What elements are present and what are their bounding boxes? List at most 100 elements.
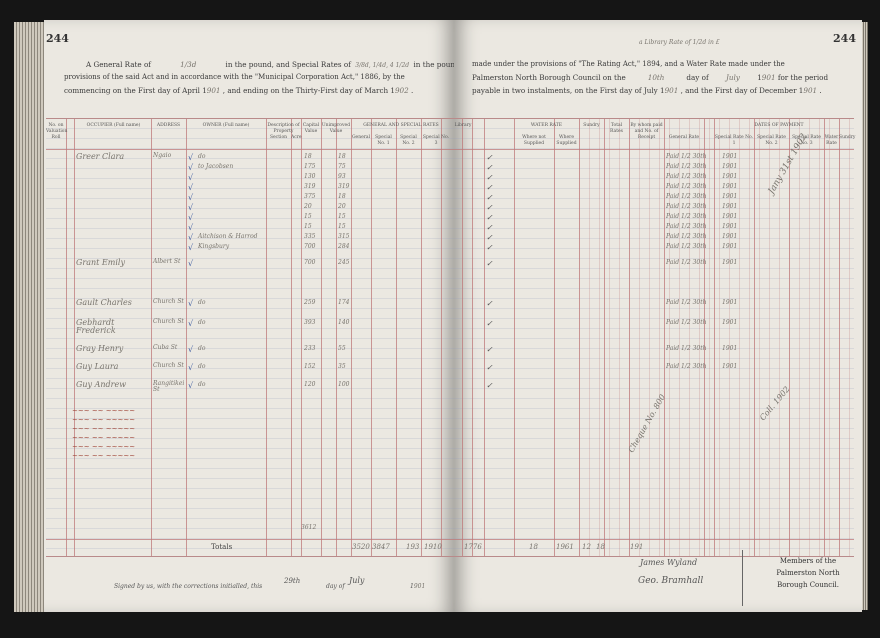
- capital-value: 375: [304, 193, 316, 200]
- check-mark-icon: √: [188, 213, 194, 222]
- payment-date-general: Paid 1/2 30th: [666, 173, 707, 180]
- check-mark-icon: ✓: [486, 363, 493, 372]
- signature-brace: [736, 550, 743, 606]
- header-line-2: provisions of the said Act and in accord…: [64, 73, 405, 81]
- payment-date-general: Paid 1/2 30th: [666, 319, 707, 326]
- column-line: [151, 119, 152, 556]
- column-subheader: General: [351, 135, 371, 140]
- column-subheader: Special Rate No. 3: [792, 135, 821, 146]
- header-text: , and ending on the Thirty-First day of …: [222, 86, 395, 95]
- column-header: GENERAL AND SPECIAL RATES: [363, 123, 439, 128]
- payment-year: 1901: [722, 183, 738, 190]
- header-text: payable in two instalments, on the First…: [472, 86, 665, 95]
- december-year-handwritten: 901: [803, 86, 818, 95]
- column-subheader: General Rate: [668, 135, 700, 140]
- day-handwritten: 10th: [647, 73, 665, 82]
- header-text: in the pound, and Special Rates of: [225, 60, 351, 69]
- members-line: Borough Council.: [777, 581, 839, 589]
- right-page: 244 a Library Rate of 1/2d in £ made und…: [454, 20, 862, 612]
- header-text: 1: [757, 73, 762, 82]
- occupier-name: Gault Charles: [76, 298, 132, 307]
- column-line: [739, 119, 740, 556]
- header-line-1: made under the provisions of "The Rating…: [472, 60, 785, 68]
- rate-book-table-left: No. on Valuation Roll OCCUPIER (Full name…: [46, 118, 454, 557]
- book-page-edges: [14, 22, 46, 612]
- payment-year: 1901: [722, 319, 738, 326]
- column-header: By whom paid and No. of Receipt: [630, 123, 663, 140]
- total-value: 1776: [464, 543, 482, 551]
- column-header: No. on Valuation Roll: [46, 123, 68, 140]
- payment-year: 1901: [722, 233, 738, 240]
- left-page: 244 A General Rate of 1/3d in the pound,…: [44, 20, 462, 612]
- payment-date-general: Paid 1/2 30th: [666, 243, 707, 250]
- column-line: [754, 119, 755, 556]
- unimproved-value: 15: [338, 213, 346, 220]
- occupier-name: Guy Andrew: [76, 380, 127, 389]
- payment-year: 1901: [722, 243, 738, 250]
- column-line: [441, 119, 442, 556]
- column-line: [301, 119, 302, 556]
- check-mark-icon: √: [188, 345, 194, 354]
- column-line: [336, 119, 337, 556]
- column-line: [619, 119, 620, 556]
- check-mark-icon: ✓: [486, 153, 493, 162]
- column-line: [704, 119, 705, 556]
- header-text: day of: [686, 73, 709, 82]
- red-correction-note: ~~~ ~~ ~~~~~: [72, 452, 136, 460]
- check-mark-icon: ✓: [486, 233, 493, 242]
- unimproved-value: 284: [338, 243, 350, 250]
- column-line: [714, 119, 715, 556]
- owner-name: do: [198, 299, 206, 306]
- signature-2: Geo. Bramhall: [638, 576, 704, 586]
- unimproved-value: 75: [338, 163, 346, 170]
- year-handwritten: 901: [413, 583, 426, 590]
- red-correction-note: ~~~ ~~ ~~~~~: [72, 434, 136, 442]
- total-value: 18: [596, 543, 605, 551]
- payment-date-general: Paid 1/2 30th: [666, 203, 707, 210]
- column-subheader: Section: [269, 135, 288, 140]
- capital-value: 175: [304, 163, 316, 170]
- column-header: DATES OF PAYMENT: [754, 123, 804, 128]
- owner-name: do: [198, 319, 206, 326]
- unimproved-value: 93: [338, 173, 346, 180]
- column-header: Unimproved Value: [321, 123, 351, 134]
- totals-rule-top: [454, 539, 854, 540]
- column-line: [824, 119, 825, 556]
- header-line-1: A General Rate of 1/3d in the pound, and…: [86, 58, 462, 72]
- total-value: 3520: [352, 543, 370, 551]
- total-value: 12: [582, 543, 591, 551]
- column-line: [609, 119, 610, 556]
- column-line: [351, 119, 352, 556]
- column-line: [769, 119, 770, 556]
- column-line: [629, 119, 630, 556]
- unimproved-value: 15: [338, 223, 346, 230]
- owner-name: do: [198, 363, 206, 370]
- header-line-2: Palmerston North Borough Council on the …: [472, 71, 828, 84]
- unimproved-value: 20: [338, 203, 346, 210]
- check-mark-icon: √: [188, 223, 194, 232]
- check-mark-icon: ✓: [486, 243, 493, 252]
- header-text: commencing on the First day of April 1: [64, 86, 207, 95]
- general-rate-handwritten: 1/3d: [180, 60, 197, 69]
- column-subheader: Special No. 1: [375, 135, 392, 146]
- column-header: OWNER (Full name): [202, 123, 250, 128]
- payment-year: 1901: [722, 259, 738, 266]
- check-mark-icon: √: [188, 299, 194, 308]
- signed-year: 1901: [410, 583, 425, 590]
- month-handwritten: July: [725, 73, 740, 82]
- payment-date-general: Paid 1/2 30th: [666, 223, 707, 230]
- column-line: [396, 119, 397, 556]
- address: Cuba St: [153, 344, 178, 351]
- check-mark-icon: ✓: [486, 193, 493, 202]
- payment-date-general: Paid 1/2 30th: [666, 233, 707, 240]
- column-line: [74, 119, 75, 556]
- check-mark-icon: √: [188, 259, 194, 268]
- column-line: [679, 119, 680, 556]
- day-of-text: day of: [326, 583, 345, 590]
- payment-date-general: Paid 1/2 30th: [666, 363, 707, 370]
- total-value: 18: [529, 543, 538, 551]
- payment-date-general: Paid 1/2 30th: [666, 153, 707, 160]
- capital-value: 700: [304, 243, 316, 250]
- capital-value: 15: [304, 213, 312, 220]
- capital-value: 20: [304, 203, 312, 210]
